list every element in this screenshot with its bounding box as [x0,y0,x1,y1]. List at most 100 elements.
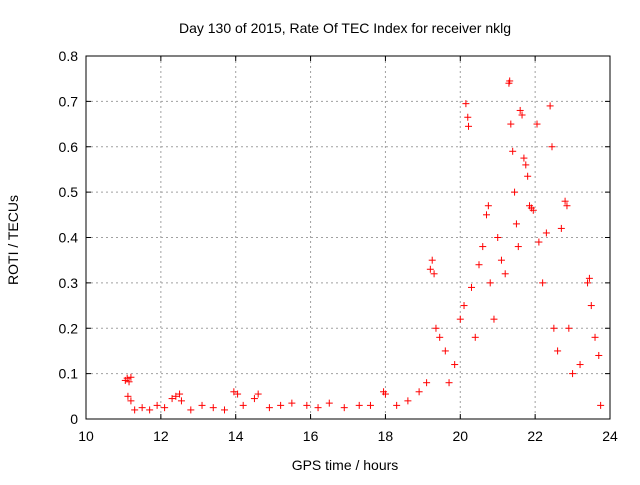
data-point [550,324,558,332]
data-point [404,397,412,405]
data-point [516,106,524,114]
data-point [561,197,569,205]
data-point [127,373,135,381]
data-point [569,370,577,378]
data-point [465,122,473,130]
x-tick-label: 22 [527,428,543,444]
data-point [426,265,434,273]
data-point [591,333,599,341]
y-axis-label: ROTI / TECUs [5,195,21,285]
data-point [507,120,515,128]
y-tick-label: 0.7 [59,93,79,109]
data-point [518,111,526,119]
x-axis-label: GPS time / hours [292,457,399,473]
data-point [522,161,530,169]
grid [86,56,610,419]
data-point [595,351,603,359]
data-point [479,243,487,251]
data-point [432,324,440,332]
data-point [423,379,431,387]
y-tick-label: 0.4 [59,230,79,246]
data-point [585,274,593,282]
data-point [535,238,543,246]
data-point [220,406,228,414]
data-point [239,401,247,409]
data-point [451,361,459,369]
y-tick-label: 0.6 [59,139,79,155]
data-point [250,395,258,403]
data-point [471,333,479,341]
data-point [366,401,374,409]
data-point [520,154,528,162]
data-point [393,401,401,409]
data-point [172,392,180,400]
data-point [460,302,468,310]
data-point [153,401,161,409]
data-point [494,234,502,241]
data-point [456,315,464,323]
y-tick-label: 0.3 [59,275,79,291]
data-point [131,406,139,414]
data-point [548,143,556,151]
data-point [576,361,584,369]
data-point [415,388,423,396]
data-point [355,401,363,409]
data-point [546,102,554,110]
data-point [265,404,273,412]
data-point [124,392,132,400]
x-tick-label: 12 [153,428,169,444]
data-point [468,283,476,291]
data-point [584,279,592,287]
x-tick-label: 14 [228,428,244,444]
y-tick-label: 0.8 [59,48,79,64]
data-point [288,399,296,407]
data-point [209,404,217,412]
data-point [127,397,135,405]
data-point [138,404,146,412]
data-point [464,113,472,121]
data-point [462,100,470,108]
data-point [475,261,483,269]
data-point [325,399,333,407]
y-tick-label: 0.5 [59,184,79,200]
y-tick-label: 0 [70,411,78,427]
x-tick-label: 18 [378,428,394,444]
data-point [597,401,605,409]
data-point [484,202,492,210]
data-point [340,404,348,412]
x-tick-label: 16 [303,428,319,444]
data-point [441,347,449,355]
data-point [512,220,520,228]
chart-title: Day 130 of 2015, Rate Of TEC Index for r… [179,20,511,36]
data-point [445,379,453,387]
x-tick-label: 24 [602,428,618,444]
data-point [303,401,311,409]
data-point [511,188,519,196]
data-points [121,77,605,414]
data-point [554,347,562,355]
axis-ticks: 10 12 14 16 18 20 22 24 0 0.1 0.2 0.3 0.4 0.5 0.6 0.7 0.… [59,48,618,444]
x-tick-label: 10 [78,428,94,444]
data-point [506,77,514,85]
data-point [587,302,595,310]
data-point [539,279,547,287]
data-point [381,390,389,398]
y-tick-label: 0.2 [59,320,79,336]
data-point [557,224,565,232]
data-point [168,395,176,403]
data-point [177,397,185,405]
data-point [230,388,238,396]
data-point [277,401,285,409]
data-point [146,406,154,414]
data-point [524,172,532,180]
data-point [486,279,494,287]
data-point [514,243,522,251]
data-point [436,333,444,341]
data-point [428,256,436,264]
data-point [501,270,509,278]
data-point [234,390,242,398]
data-point [176,390,184,398]
data-point [187,406,195,414]
data-point [509,147,517,155]
